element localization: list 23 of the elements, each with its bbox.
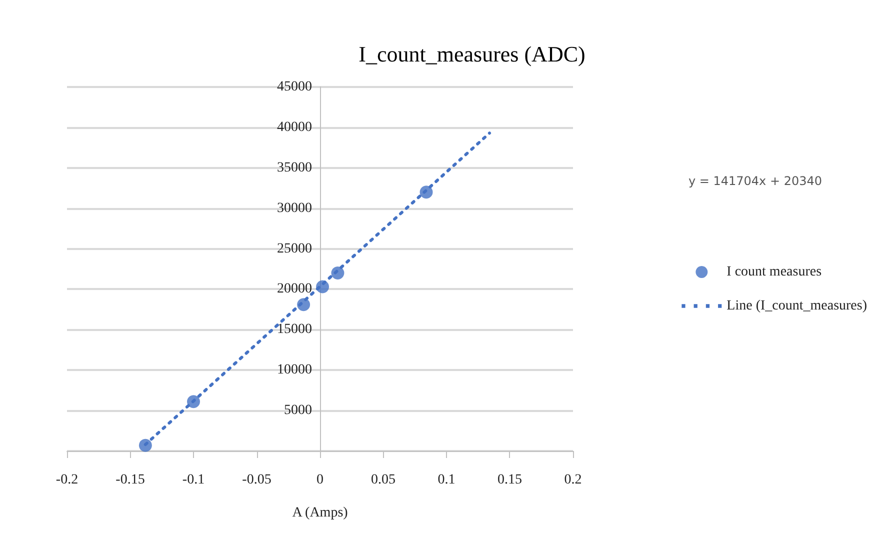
y-tick-label: 30000 <box>277 200 312 216</box>
y-tick-label: 35000 <box>277 160 312 176</box>
x-tick-label: -0.1 <box>182 472 205 488</box>
y-tick-label: 45000 <box>277 80 312 94</box>
legend-label: Line (I_count_measures) <box>726 298 868 314</box>
y-tick-label: 25000 <box>277 241 312 256</box>
x-tick-label: 0.2 <box>564 472 582 488</box>
x-tick-label: -0.05 <box>242 472 272 488</box>
y-tick-label: 40000 <box>277 120 312 135</box>
y-tick-label: 10000 <box>277 362 312 378</box>
x-tick-label: -0.2 <box>56 472 78 488</box>
x-axis-title: A (Amps) <box>292 506 348 520</box>
legend-label: I count measures <box>726 264 822 280</box>
chart-title: I_count_measures (ADC) <box>358 42 586 66</box>
y-tick-label: 15000 <box>277 322 312 338</box>
x-tick-label: 0.1 <box>438 472 456 488</box>
x-tick-label: 0.15 <box>498 472 522 488</box>
text: y = 141704x + 20340 <box>688 174 822 188</box>
x-tick-label: -0.15 <box>116 472 145 488</box>
y-tick-label: 5000 <box>284 403 312 418</box>
y-tick-label: 20000 <box>277 282 312 297</box>
x-tick-label: 0.05 <box>371 472 396 488</box>
x-tick-label: 0 <box>316 472 324 488</box>
